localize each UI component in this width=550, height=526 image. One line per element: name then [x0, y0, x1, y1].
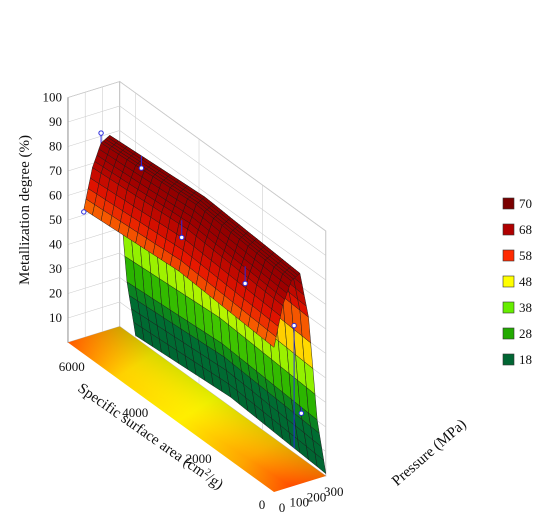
observed-point: [138, 165, 145, 171]
z-tick-label: 100: [42, 90, 62, 105]
legend-swatch: [502, 301, 515, 314]
observed-point: [242, 280, 248, 287]
legend: 70 68 58 48 38 28 18: [502, 196, 532, 367]
surface-cell: [265, 329, 277, 348]
legend-swatch: [502, 249, 515, 262]
legend-swatch: [502, 197, 515, 210]
z-tick-label: 20: [49, 286, 62, 301]
pressure-tick-label: 300: [324, 484, 344, 499]
observed-point: [298, 410, 305, 416]
z-tick-label: 70: [49, 163, 62, 178]
z-tick-label: 30: [49, 261, 62, 276]
z-tick-label: 80: [49, 139, 62, 154]
legend-label: 28: [519, 326, 532, 341]
z-tick-label: 10: [49, 310, 62, 325]
legend-label: 18: [519, 352, 532, 367]
contour-floor: [67, 326, 326, 492]
area-tick-label: 0: [259, 497, 266, 512]
observed-point: [81, 209, 87, 215]
y-axis-title-unit: /g): [203, 470, 226, 493]
observed-point: [291, 322, 297, 329]
y-axis-title-superscript: 2: [203, 466, 213, 478]
pressure-tick-label: 100: [290, 495, 310, 510]
legend-swatch: [502, 353, 515, 366]
x-axis-title: Pressure (MPa): [389, 416, 470, 489]
legend-label: 70: [519, 196, 532, 211]
observed-point: [179, 234, 185, 241]
z-tick-label: 50: [49, 212, 62, 227]
response-surface: [83, 134, 327, 475]
area-tick-label: 6000: [59, 359, 85, 374]
legend-label: 68: [519, 222, 532, 237]
legend-label: 58: [519, 248, 532, 263]
legend-swatch: [502, 327, 515, 340]
z-axis-title: Metallization degree (%): [17, 135, 33, 285]
legend-swatch: [502, 275, 515, 288]
pressure-tick-label: 0: [279, 500, 286, 515]
area-tick-label: 4000: [122, 405, 148, 420]
observed-point: [98, 130, 104, 136]
legend-label: 48: [519, 274, 532, 289]
floor-contour-overlay: [67, 326, 326, 492]
z-tick-label: 40: [49, 237, 62, 252]
pressure-tick-label: 200: [307, 489, 327, 504]
legend-swatch: [502, 223, 515, 236]
z-tick-label: 60: [49, 188, 62, 203]
observed-points: [81, 130, 305, 449]
z-tick-label: 90: [49, 114, 62, 129]
legend-label: 38: [519, 300, 532, 315]
area-tick-label: 2000: [186, 451, 212, 466]
